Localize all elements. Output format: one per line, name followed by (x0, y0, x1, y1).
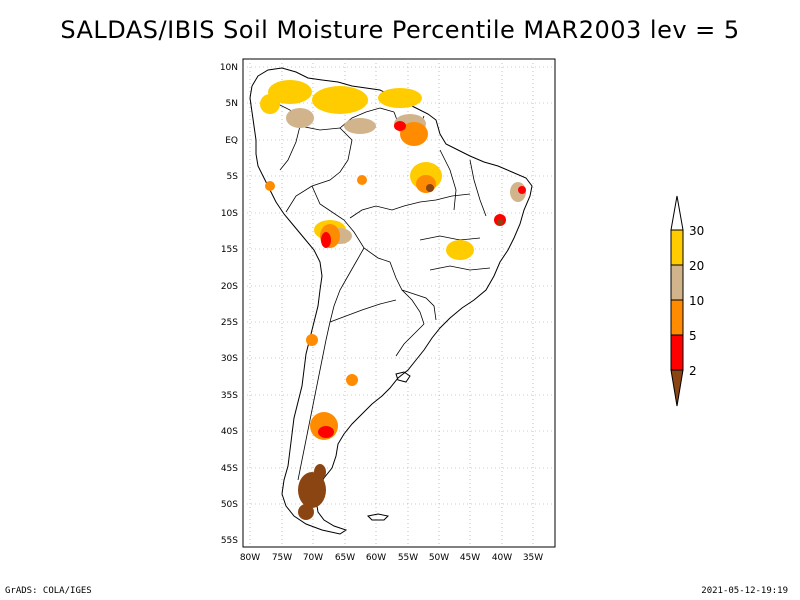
colorbar-bottom-arrow (670, 369, 684, 407)
lat-label-5n: 5N (226, 99, 238, 109)
falklands-outline (366, 513, 390, 521)
south-america-coastline (249, 67, 533, 535)
colorbar-bin-2-5 (670, 334, 684, 371)
colorbar-label-10: 10 (689, 294, 704, 308)
lat-label-10n: 10N (220, 63, 238, 73)
lat-label-eq: EQ (225, 136, 238, 146)
colorbar: 30 20 10 5 2 (670, 195, 704, 407)
lon-label-50w: 50W (429, 553, 449, 563)
colorbar-label-20: 20 (689, 259, 704, 273)
map-title: SALDAS/IBIS Soil Moisture Percentile MAR… (60, 16, 740, 44)
lon-label-35w: 35W (523, 553, 543, 563)
map-frame (242, 58, 556, 548)
lat-label-15s: 15S (221, 245, 238, 255)
lat-label-30s: 30S (221, 354, 238, 364)
colorbar-bin-20-30 (670, 229, 684, 266)
lon-label-80w: 80W (240, 553, 260, 563)
latitude-labels: 10N 5N EQ 5S 10S 15S 20S 25S 30S 35S 40S… (220, 63, 238, 546)
colorbar-label-30: 30 (689, 224, 704, 238)
colorbar-bin-10-20 (670, 264, 684, 301)
lat-label-20s: 20S (221, 282, 238, 292)
lon-label-40w: 40W (492, 553, 512, 563)
lon-label-55w: 55W (398, 553, 418, 563)
lat-label-10s: 10S (221, 209, 238, 219)
percentile-shading (260, 80, 526, 520)
lat-label-40s: 40S (221, 427, 238, 437)
grads-credit: GrADS: COLA/IGES (5, 586, 92, 596)
colorbar-bin-5-10 (670, 299, 684, 336)
lon-label-45w: 45W (460, 553, 480, 563)
colorbar-label-2: 2 (689, 364, 697, 378)
lat-label-35s: 35S (221, 391, 238, 401)
longitude-labels: 80W 75W 70W 65W 60W 55W 50W 45W 40W 35W (240, 553, 543, 563)
lat-label-50s: 50S (221, 500, 238, 510)
colorbar-top-arrow (670, 195, 684, 231)
timestamp: 2021-05-12-19:19 (701, 586, 788, 596)
graticule (243, 59, 555, 547)
lat-label-55s: 55S (221, 536, 238, 546)
lon-label-70w: 70W (303, 553, 323, 563)
lat-label-5s: 5S (227, 172, 239, 182)
lake-outline (395, 371, 411, 383)
lon-label-75w: 75W (272, 553, 292, 563)
lat-label-25s: 25S (221, 318, 238, 328)
lon-label-65w: 65W (335, 553, 355, 563)
lon-label-60w: 60W (366, 553, 386, 563)
colorbar-label-5: 5 (689, 329, 697, 343)
lat-label-45s: 45S (221, 464, 238, 474)
